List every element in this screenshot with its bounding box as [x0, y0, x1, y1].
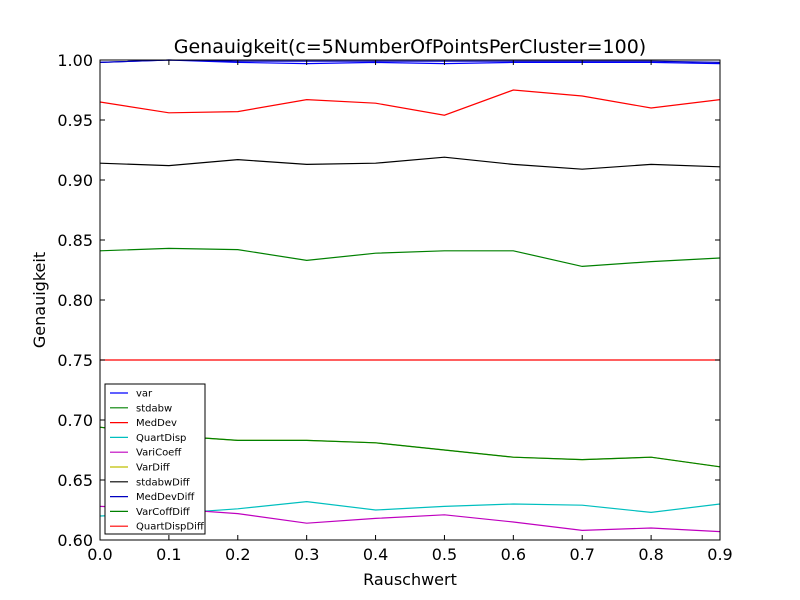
y-tick-label: 0.60	[57, 531, 93, 550]
y-tick-label: 0.75	[57, 351, 93, 370]
y-tick-label: 0.70	[57, 411, 93, 430]
x-tick-label: 0.4	[363, 545, 388, 564]
series-line-stdabw	[99, 247, 721, 268]
y-tick-label: 0.65	[57, 471, 93, 490]
y-axis-ticks: 0.60 0.65 0.70 0.75 0.80 0.85 0.90 0.95 1.00	[57, 51, 720, 550]
legend-label-stdabwDiff: stdabwDiff	[136, 477, 191, 488]
plot-area-frame	[99, 59, 721, 541]
legend-label-QuartDisp: QuartDisp	[136, 433, 186, 444]
x-tick-label: 0.2	[225, 545, 250, 564]
legend-label-QuartDispDiff: QuartDispDiff	[136, 522, 205, 533]
x-axis-ticks: 0.0 0.1 0.2 0.3 0.4 0.5 0.6 0.7 0.8 0.9	[87, 60, 733, 564]
series-line-stdabwDiff	[99, 156, 721, 170]
legend-box	[104, 383, 206, 535]
y-tick-label: 0.95	[57, 111, 93, 130]
legend-label-MedDev: MedDev	[136, 418, 177, 429]
x-tick-label: 0.9	[707, 545, 732, 564]
series-line-MedDevDiff	[99, 59, 721, 63]
series-line-MedDev	[99, 89, 721, 116]
legend-label-stdabw: stdabw	[136, 403, 172, 414]
x-tick-label: 0.8	[638, 545, 663, 564]
x-axis-label: Rauschwert	[363, 570, 457, 589]
legend-label-VarCoffDiff: VarCoffDiff	[136, 507, 191, 518]
legend-label-var: var	[136, 389, 153, 400]
y-tick-label: 1.00	[57, 51, 93, 70]
legend-label-VariCoeff: VariCoeff	[136, 448, 182, 459]
legend-label-VarDiff: VarDiff	[136, 463, 171, 474]
x-tick-label: 0.6	[501, 545, 526, 564]
x-tick-label: 0.0	[87, 545, 112, 564]
legend: var stdabw MedDev QuartDisp VariCoeff VarDiff…	[104, 383, 206, 535]
legend-label-MedDevDiff: MedDevDiff	[136, 492, 195, 503]
x-tick-label: 0.1	[156, 545, 181, 564]
x-tick-label: 0.7	[569, 545, 594, 564]
x-tick-label: 0.3	[294, 545, 319, 564]
y-tick-label: 0.90	[57, 171, 93, 190]
y-tick-label: 0.85	[57, 231, 93, 250]
chart-title: Genauigkeit(c=5NumberOfPointsPerCluster=…	[174, 36, 646, 58]
y-axis-label: Genauigkeit	[30, 252, 49, 348]
y-tick-label: 0.80	[57, 291, 93, 310]
x-tick-label: 0.5	[432, 545, 457, 564]
